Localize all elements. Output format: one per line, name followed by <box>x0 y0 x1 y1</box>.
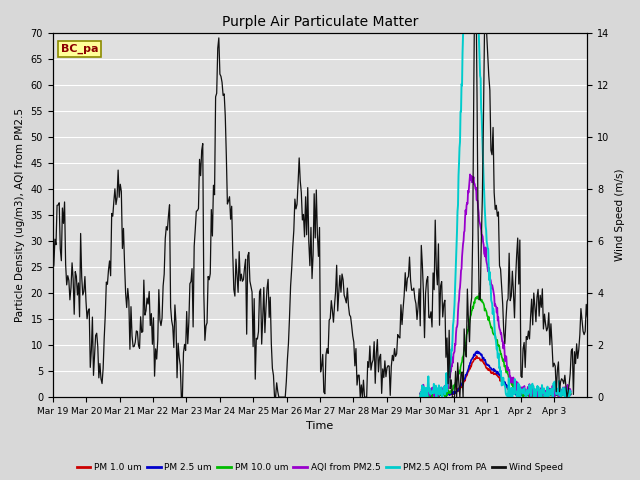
Title: Purple Air Particulate Matter: Purple Air Particulate Matter <box>222 15 419 29</box>
Y-axis label: Particle Density (ug/m3), AQI from PM2.5: Particle Density (ug/m3), AQI from PM2.5 <box>15 108 25 322</box>
Legend: PM 1.0 um, PM 2.5 um, PM 10.0 um, AQI from PM2.5, PM2.5 AQI from PA, Wind Speed: PM 1.0 um, PM 2.5 um, PM 10.0 um, AQI fr… <box>73 459 567 476</box>
Text: BC_pa: BC_pa <box>61 44 99 54</box>
X-axis label: Time: Time <box>307 421 333 432</box>
Y-axis label: Wind Speed (m/s): Wind Speed (m/s) <box>615 169 625 261</box>
